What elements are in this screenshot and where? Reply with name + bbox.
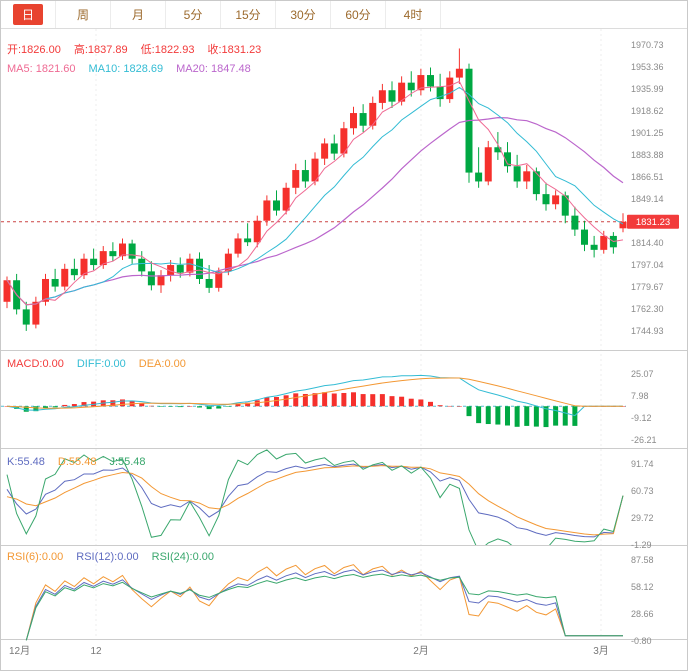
svg-text:60.73: 60.73 [631,486,654,496]
chart-area: 开:1826.00 高:1837.89 低:1822.93 收:1831.23 MA5… [1,29,688,671]
timeframe-tab-label: 月 [131,8,144,22]
svg-text:28.66: 28.66 [631,609,654,619]
timeframe-tab-7[interactable]: 4时 [386,1,441,28]
current-price-tag: 1831.23 [627,214,679,229]
svg-text:12月: 12月 [9,645,30,657]
svg-text:7.98: 7.98 [631,391,649,401]
timeframe-tab-label: 30分 [290,8,316,22]
svg-text:1866.51: 1866.51 [631,172,664,182]
svg-text:1935.99: 1935.99 [631,84,664,94]
svg-text:87.58: 87.58 [631,555,654,565]
svg-text:-26.21: -26.21 [631,435,657,445]
svg-text:1797.04: 1797.04 [631,260,664,270]
svg-text:-9.12: -9.12 [631,413,652,423]
timeframe-tab-label: 日 [12,4,43,25]
timeframe-tab-label: 4时 [403,8,423,22]
svg-text:1883.88: 1883.88 [631,150,664,160]
rsi-series [25,564,623,641]
svg-text:1970.73: 1970.73 [631,40,664,50]
svg-text:1814.40: 1814.40 [631,238,664,248]
svg-text:1744.93: 1744.93 [631,326,664,336]
timeframe-tab-label: 5分 [183,8,203,22]
svg-text:25.07: 25.07 [631,369,654,379]
timeframe-tab-4[interactable]: 15分 [221,1,276,28]
macd-series [1,374,626,428]
svg-text:3月: 3月 [593,645,609,657]
svg-text:1831.23: 1831.23 [636,217,670,228]
timeframe-tab-6[interactable]: 60分 [331,1,386,28]
svg-text:29.72: 29.72 [631,513,654,523]
svg-text:1901.25: 1901.25 [631,128,664,138]
svg-text:91.74: 91.74 [631,459,654,469]
candlestick-series [3,48,627,331]
timeframe-tab-1[interactable]: 周 [56,1,111,28]
timeframe-tab-0[interactable]: 日 [1,1,56,28]
svg-text:12: 12 [90,646,102,657]
svg-text:1779.67: 1779.67 [631,282,664,292]
chart-canvas[interactable]: 1970.73 1953.36 1935.99 1918.62 1901.25 1883.… [1,29,688,671]
svg-text:-1.29: -1.29 [631,540,652,550]
timeframe-tab-label: 周 [76,8,89,22]
timeframe-tab-2[interactable]: 月 [111,1,166,28]
svg-text:-0.80: -0.80 [631,636,652,646]
svg-text:1849.14: 1849.14 [631,194,664,204]
svg-text:1762.30: 1762.30 [631,304,664,314]
svg-text:1918.62: 1918.62 [631,106,664,116]
kdj-series [6,449,624,545]
svg-text:2月: 2月 [413,645,429,657]
svg-text:58.12: 58.12 [631,582,654,592]
svg-text:1953.36: 1953.36 [631,62,664,72]
timeframe-tab-3[interactable]: 5分 [166,1,221,28]
timeframe-tab-label: 60分 [345,8,371,22]
timeframe-tabbar: 日 周 月 5分 15分 30分 60分 4时 [1,1,687,29]
timeframe-tab-5[interactable]: 30分 [276,1,331,28]
timeframe-tab-label: 15分 [235,8,261,22]
